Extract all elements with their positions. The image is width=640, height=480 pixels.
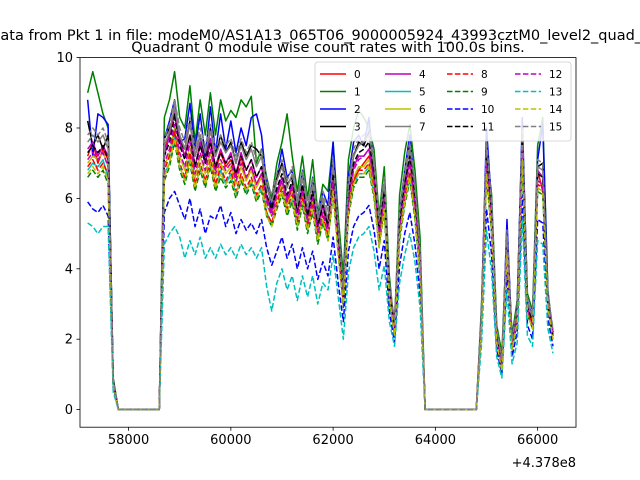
legend-label-13: 13 <box>549 87 562 99</box>
y-tick-label: 8 <box>65 122 73 137</box>
x-axis: 58000 60000 62000 64000 66000 <box>108 427 558 448</box>
series-line-14 <box>87 137 554 411</box>
series-line-12 <box>87 123 554 411</box>
legend-label-4: 4 <box>419 69 426 81</box>
legend-label-8: 8 <box>481 69 488 81</box>
series-line-9 <box>87 141 554 411</box>
x-tick-label: 58000 <box>108 433 149 448</box>
series-layer <box>86 70 554 411</box>
figure-suptitle: Plotting data from Pkt 1 in file: modeM0… <box>0 28 640 44</box>
legend-label-5: 5 <box>419 87 426 99</box>
legend-label-7: 7 <box>419 122 426 134</box>
plot-frame <box>79 57 577 428</box>
series-line-11 <box>87 116 554 411</box>
y-tick-label: 4 <box>65 262 73 277</box>
series-line-13 <box>87 218 554 411</box>
legend-label-3: 3 <box>354 122 361 134</box>
legend-label-9: 9 <box>481 87 488 99</box>
legend-label-11: 11 <box>481 122 494 134</box>
x-tick-label: 66000 <box>517 433 558 448</box>
legend-label-0: 0 <box>354 69 361 81</box>
legend-label-14: 14 <box>549 104 563 116</box>
y-tick-label: 0 <box>65 403 73 418</box>
legend-label-6: 6 <box>419 104 426 116</box>
x-tick-label: 62000 <box>312 433 353 448</box>
legend-label-1: 1 <box>354 87 361 99</box>
y-tick-label: 10 <box>56 51 73 66</box>
chart-title: Quadrant 0 module wise count rates with … <box>131 40 525 56</box>
legend-label-15: 15 <box>549 122 562 134</box>
series-line-15 <box>87 99 554 411</box>
y-axis: 0 2 4 6 8 10 <box>56 51 80 418</box>
x-offset-label: +4.378e8 <box>512 456 576 471</box>
y-tick-label: 6 <box>65 192 73 207</box>
legend-label-12: 12 <box>549 69 562 81</box>
series-line-10 <box>87 190 554 411</box>
legend-label-2: 2 <box>354 104 361 116</box>
legend-frame <box>314 61 572 142</box>
legend-label-10: 10 <box>481 104 494 116</box>
x-tick-label: 60000 <box>210 433 251 448</box>
x-tick-label: 64000 <box>415 433 456 448</box>
y-tick-label: 2 <box>65 333 73 348</box>
